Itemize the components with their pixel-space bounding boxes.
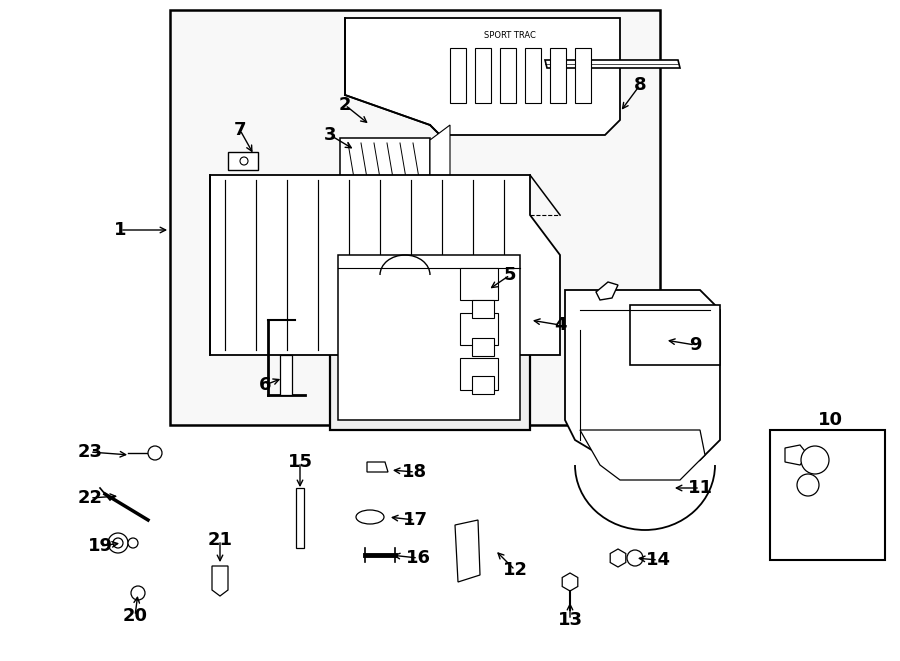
Bar: [550, 48, 566, 103]
Polygon shape: [340, 138, 430, 195]
Polygon shape: [210, 175, 560, 355]
Bar: [460, 358, 498, 390]
Circle shape: [128, 538, 138, 548]
Polygon shape: [580, 430, 705, 480]
Polygon shape: [338, 255, 520, 420]
Bar: [630, 305, 720, 365]
Circle shape: [627, 550, 643, 566]
Polygon shape: [596, 282, 618, 300]
FancyBboxPatch shape: [472, 338, 494, 356]
Text: 8: 8: [634, 76, 646, 94]
Polygon shape: [565, 290, 720, 465]
Text: 23: 23: [77, 443, 103, 461]
Text: 3: 3: [324, 126, 337, 144]
FancyBboxPatch shape: [472, 376, 494, 394]
Polygon shape: [367, 462, 388, 472]
Polygon shape: [455, 520, 480, 582]
Bar: [460, 268, 498, 300]
Text: 15: 15: [287, 453, 312, 471]
Text: 7: 7: [234, 121, 247, 139]
Text: 20: 20: [122, 607, 148, 625]
Text: 16: 16: [406, 549, 430, 567]
Bar: [228, 152, 258, 170]
Circle shape: [797, 474, 819, 496]
Bar: [460, 313, 498, 345]
Text: 17: 17: [402, 511, 428, 529]
Bar: [475, 48, 491, 103]
Text: 14: 14: [645, 551, 670, 569]
Bar: [296, 488, 304, 548]
Bar: [575, 48, 591, 103]
Bar: [450, 48, 466, 103]
Text: 12: 12: [502, 561, 527, 579]
Polygon shape: [785, 445, 808, 465]
Text: 19: 19: [87, 537, 112, 555]
Circle shape: [131, 586, 145, 600]
Circle shape: [801, 446, 829, 474]
Text: SPORT TRAC: SPORT TRAC: [484, 30, 536, 40]
Text: 10: 10: [817, 411, 842, 429]
Bar: [500, 48, 516, 103]
Text: 13: 13: [557, 611, 582, 629]
Circle shape: [148, 446, 162, 460]
Circle shape: [240, 157, 248, 165]
Text: 21: 21: [208, 531, 232, 549]
Bar: [770, 430, 885, 560]
Polygon shape: [345, 18, 620, 135]
Text: 4: 4: [554, 316, 566, 334]
Polygon shape: [545, 60, 680, 68]
Text: 22: 22: [77, 489, 103, 507]
Text: 11: 11: [688, 479, 713, 497]
Text: 18: 18: [402, 463, 428, 481]
Text: 5: 5: [504, 266, 517, 284]
Bar: [280, 355, 292, 395]
Bar: [525, 48, 541, 103]
FancyBboxPatch shape: [472, 300, 494, 318]
Polygon shape: [430, 125, 450, 195]
Text: 1: 1: [113, 221, 126, 239]
Ellipse shape: [356, 510, 384, 524]
Text: 9: 9: [688, 336, 701, 354]
Text: 2: 2: [338, 96, 351, 114]
Bar: [170, 10, 660, 425]
Circle shape: [113, 538, 123, 548]
Polygon shape: [212, 566, 228, 596]
Text: 6: 6: [259, 376, 271, 394]
Bar: [330, 245, 530, 430]
Circle shape: [108, 533, 128, 553]
